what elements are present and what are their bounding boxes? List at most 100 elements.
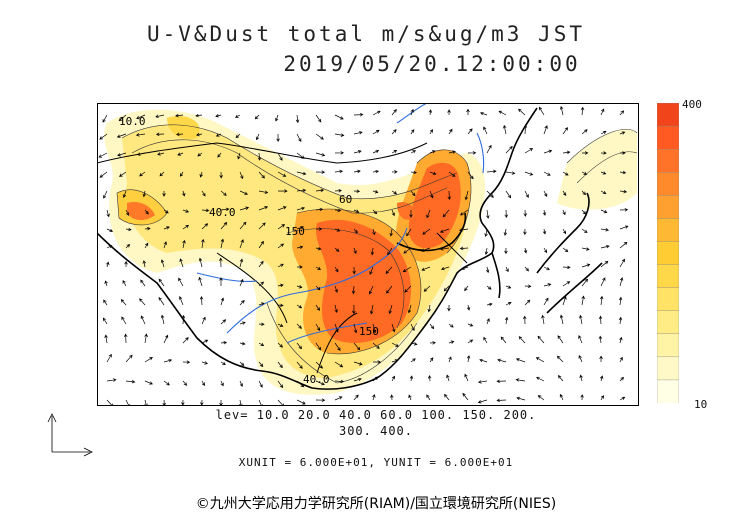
wind-arrow xyxy=(579,374,583,382)
wind-arrow xyxy=(429,150,436,154)
wind-arrow xyxy=(122,280,127,287)
wind-arrow xyxy=(518,108,526,116)
wind-arrow xyxy=(315,323,321,332)
wind-arrow xyxy=(600,260,609,268)
wind-arrow xyxy=(423,285,431,292)
wind-arrow xyxy=(220,380,224,387)
wind-arrow xyxy=(464,373,469,382)
wind-arrow xyxy=(258,222,266,230)
wind-arrow xyxy=(557,335,564,344)
wind-arrow xyxy=(124,260,128,268)
contour-label: 40.0 xyxy=(303,373,330,386)
wind-arrow xyxy=(201,316,206,325)
legend-swatch xyxy=(657,310,679,335)
wind-arrow xyxy=(600,209,608,214)
wind-arrow xyxy=(538,106,545,116)
wind-arrow xyxy=(198,276,203,287)
wind-arrow xyxy=(201,361,208,365)
wind-arrow xyxy=(581,190,587,196)
wind-arrow xyxy=(505,190,512,199)
legend-swatch xyxy=(657,356,679,381)
wind-arrow xyxy=(125,354,133,363)
wind-arrow xyxy=(258,260,264,268)
wind-arrow xyxy=(600,228,610,232)
wind-arrow xyxy=(466,108,470,115)
wind-arrow xyxy=(439,228,450,233)
wind-arrow xyxy=(600,151,607,155)
wind-arrow xyxy=(619,336,623,344)
wind-arrow xyxy=(391,170,398,174)
wind-arrow xyxy=(334,285,338,293)
wind-arrow xyxy=(410,150,417,154)
wind-arrow xyxy=(408,394,412,401)
wind-arrow xyxy=(106,378,117,382)
wind-arrow xyxy=(391,129,397,135)
wind-arrow xyxy=(182,190,186,197)
wind-vectors xyxy=(98,105,629,406)
wind-arrow xyxy=(618,296,623,306)
wind-arrow xyxy=(239,380,243,387)
wind-arrow xyxy=(467,339,474,344)
wind-arrow xyxy=(599,375,604,382)
wind-arrow xyxy=(334,379,345,384)
wind-arrow xyxy=(504,209,509,219)
wind-arrow xyxy=(353,209,360,213)
wind-arrow xyxy=(296,285,303,289)
wind-arrow xyxy=(581,263,591,268)
wind-arrow xyxy=(182,360,191,364)
wind-arrow xyxy=(334,396,343,401)
wind-arrow xyxy=(368,285,374,295)
wind-arrow xyxy=(106,261,110,268)
wind-arrow xyxy=(448,356,452,363)
contour-label: 10.0 xyxy=(119,115,146,128)
wind-arrow xyxy=(277,380,284,389)
wind-arrow xyxy=(562,295,567,306)
wind-arrow xyxy=(518,336,526,344)
wind-arrow xyxy=(562,228,567,235)
wind-arrow xyxy=(158,296,165,306)
wind-arrow xyxy=(258,322,265,326)
wind-arrow xyxy=(277,224,286,230)
wind-arrow xyxy=(372,393,376,401)
wind-arrow xyxy=(123,333,128,344)
wind-arrow xyxy=(483,336,488,344)
wind-arrow xyxy=(144,242,149,249)
wind-arrow xyxy=(258,302,265,306)
wind-arrow xyxy=(426,394,431,401)
wind-arrow xyxy=(543,149,553,154)
wind-arrow xyxy=(220,221,228,230)
wind-arrow xyxy=(581,278,589,287)
wind-arrow xyxy=(618,316,623,325)
dust-concentration-field xyxy=(104,109,637,395)
wind-arrow xyxy=(139,298,146,306)
wind-arrow xyxy=(391,190,398,195)
wind-arrow xyxy=(429,323,435,330)
wind-arrow xyxy=(562,209,566,216)
wind-arrow xyxy=(598,315,603,325)
wind-arrow xyxy=(422,228,431,235)
wind-arrow xyxy=(297,265,303,269)
wind-arrow xyxy=(239,299,245,306)
wind-arrow xyxy=(516,396,526,401)
wind-arrow xyxy=(198,257,203,268)
wind-arrow xyxy=(220,297,225,306)
wind-arrow xyxy=(353,131,363,135)
legend-swatch xyxy=(657,103,679,127)
wind-arrow xyxy=(334,208,342,213)
wind-arrow xyxy=(239,190,248,195)
wind-arrow xyxy=(467,323,474,327)
wind-arrow xyxy=(619,189,628,194)
wind-arrow xyxy=(562,265,571,270)
wind-arrow xyxy=(296,206,306,211)
wind-arrow xyxy=(334,266,339,273)
wind-arrow xyxy=(429,129,433,135)
wind-arrow xyxy=(277,342,284,348)
wind-arrow xyxy=(410,358,416,363)
wind-arrow xyxy=(296,225,304,230)
wind-arrow xyxy=(369,304,374,315)
wind-arrow xyxy=(391,342,399,347)
wind-arrow xyxy=(402,266,412,273)
wind-arrow xyxy=(429,190,434,199)
wind-arrow xyxy=(410,323,415,331)
wind-arrow xyxy=(116,133,127,138)
